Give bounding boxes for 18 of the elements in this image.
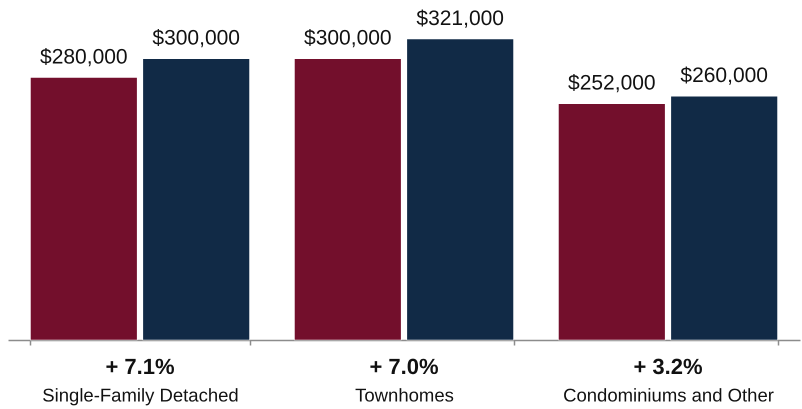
bar bbox=[670, 96, 778, 340]
x-tick-label: Townhomes bbox=[355, 384, 454, 406]
bar bbox=[406, 38, 514, 340]
bar bbox=[294, 58, 402, 340]
data-label: $321,000 bbox=[416, 7, 504, 30]
bar bbox=[142, 58, 250, 340]
text: + 3.2% bbox=[633, 354, 703, 379]
data-label: $252,000 bbox=[568, 72, 656, 95]
text: + 7.0% bbox=[369, 354, 439, 379]
data-label: $260,000 bbox=[680, 64, 768, 88]
data-label: $300,000 bbox=[304, 26, 392, 50]
bar bbox=[558, 103, 666, 340]
text: + 7.1% bbox=[105, 354, 175, 379]
data-label: $280,000 bbox=[40, 45, 128, 68]
data-label: $300,000 bbox=[152, 26, 240, 50]
x-tick-label: Single-Family Detached bbox=[42, 384, 239, 406]
x-tick-label: Condominiums and Other bbox=[563, 384, 774, 406]
bar bbox=[30, 77, 138, 340]
